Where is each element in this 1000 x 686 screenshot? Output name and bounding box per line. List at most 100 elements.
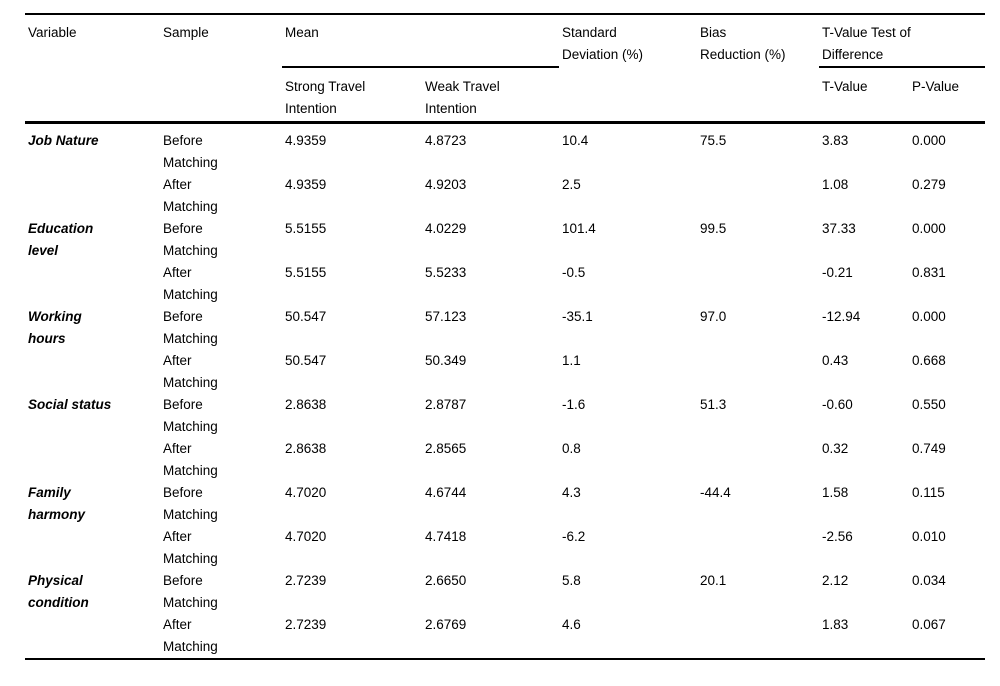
col-header-standard-deviation: Standard Deviation (%) — [559, 13, 697, 124]
cell-mean-weak: 4.0229 — [425, 220, 467, 236]
cell-standard-deviation: -35.1 — [562, 308, 593, 324]
cell-p-value: 0.000 — [912, 132, 946, 148]
cell-t-value: 1.83 — [819, 613, 909, 660]
cell-t-value: 1.08 — [822, 176, 849, 192]
cell-variable: Working hours — [28, 308, 82, 346]
table-header: Variable Sample Mean Standard Deviation … — [25, 13, 985, 124]
cell-bias-reduction — [697, 526, 819, 570]
cell-mean-strong: 4.9359 — [285, 176, 327, 192]
table-row: Physical condition Before Matching 2.723… — [25, 569, 985, 660]
col-header-mean: Mean — [282, 13, 559, 68]
cell-variable: Family harmony — [28, 484, 86, 522]
cell-mean-weak: 4.8723 — [425, 132, 467, 148]
table-row: Education level Before Matching 5.5155 4… — [25, 218, 985, 262]
cell-p-value: 0.000 — [912, 308, 946, 324]
cell-mean-weak: 2.6769 — [422, 613, 559, 660]
cell-mean-weak: 2.8565 — [425, 440, 467, 456]
cell-t-value: -2.56 — [822, 528, 853, 544]
cell-standard-deviation: 10.4 — [562, 132, 589, 148]
col-header-bias-reduction: Bias Reduction (%) — [697, 13, 819, 124]
cell-standard-deviation: -0.5 — [562, 264, 586, 280]
cell-p-value: 0.000 — [912, 220, 946, 236]
cell-variable: Job Nature — [28, 132, 99, 148]
cell-t-value: 37.33 — [822, 220, 856, 236]
cell-bias-reduction: 97.0 — [700, 308, 727, 324]
cell-mean-strong: 5.5155 — [285, 220, 327, 236]
cell-p-value: 0.749 — [912, 440, 946, 456]
cell-t-value: 2.12 — [822, 572, 849, 588]
cell-bias-reduction: -44.4 — [700, 484, 731, 500]
cell-t-value: -12.94 — [822, 308, 861, 324]
cell-standard-deviation: 2.5 — [562, 176, 581, 192]
cell-p-value: 0.115 — [912, 484, 945, 500]
cell-t-value: 3.83 — [822, 132, 849, 148]
cell-mean-strong: 2.7239 — [282, 613, 422, 660]
cell-t-value: -0.60 — [822, 396, 853, 412]
cell-standard-deviation: 4.6 — [559, 613, 697, 660]
col-subheader-p-value: P-Value — [909, 67, 985, 124]
table-row: After Matching 4.7020 4.7418 -6.2 -2.56 … — [25, 526, 985, 570]
cell-bias-reduction — [697, 438, 819, 482]
cell-sample: After Matching — [160, 613, 282, 660]
cell-sample: After Matching — [163, 352, 218, 390]
cell-t-value: 1.58 — [822, 484, 849, 500]
cell-mean-strong: 4.7020 — [285, 528, 327, 544]
table-row: After Matching 2.7239 2.6769 4.6 1.83 0.… — [25, 613, 985, 660]
cell-variable: Education level — [28, 220, 94, 258]
cell-mean-weak: 4.7418 — [425, 528, 467, 544]
cell-bias-reduction: 75.5 — [700, 132, 727, 148]
cell-variable: Social status — [28, 396, 112, 412]
col-subheader-t-value: T-Value — [819, 67, 909, 124]
cell-mean-strong: 50.547 — [285, 308, 327, 324]
cell-standard-deviation: 4.3 — [562, 484, 581, 500]
col-header-t-value-test: T-Value Test of Difference — [819, 13, 985, 68]
cell-t-value: -0.21 — [822, 264, 853, 280]
cell-mean-strong: 4.9359 — [285, 132, 327, 148]
table-row: After Matching 2.8638 2.8565 0.8 0.32 0.… — [25, 438, 985, 482]
cell-sample: After Matching — [163, 264, 218, 302]
cell-sample: After Matching — [163, 176, 218, 214]
cell-sample: Before Matching — [163, 572, 218, 610]
cell-p-value: 0.668 — [912, 352, 946, 368]
cell-sample: Before Matching — [163, 396, 218, 434]
cell-mean-strong: 50.547 — [285, 352, 327, 368]
cell-p-value: 0.831 — [912, 264, 946, 280]
table-row: Family harmony Before Matching 4.7020 4.… — [25, 482, 985, 526]
cell-mean-weak: 50.349 — [425, 352, 467, 368]
cell-p-value: 0.550 — [912, 396, 946, 412]
cell-bias-reduction — [697, 262, 819, 306]
cell-bias-reduction — [697, 613, 819, 660]
cell-mean-strong: 4.7020 — [285, 484, 327, 500]
cell-bias-reduction — [697, 174, 819, 218]
cell-mean-strong: 2.8638 — [285, 396, 327, 412]
cell-standard-deviation: -6.2 — [562, 528, 586, 544]
cell-bias-reduction: 51.3 — [700, 396, 727, 412]
cell-variable: Physical condition — [25, 569, 160, 660]
col-subheader-strong-travel-intention: Strong Travel Intention — [282, 67, 422, 124]
cell-bias-reduction: 20.1 — [700, 572, 727, 588]
cell-mean-weak: 4.6744 — [425, 484, 467, 500]
col-header-sample: Sample — [160, 13, 282, 124]
balance-test-table: Variable Sample Mean Standard Deviation … — [25, 13, 985, 660]
cell-p-value: 0.034 — [912, 572, 946, 588]
cell-mean-weak: 5.5233 — [425, 264, 467, 280]
cell-sample: Before Matching — [163, 308, 218, 346]
cell-standard-deviation: -1.6 — [562, 396, 586, 412]
cell-standard-deviation: 0.8 — [562, 440, 581, 456]
cell-mean-weak: 4.9203 — [425, 176, 467, 192]
cell-standard-deviation: 5.8 — [562, 572, 581, 588]
cell-sample: After Matching — [163, 528, 218, 566]
cell-sample: Before Matching — [163, 132, 218, 170]
cell-p-value: 0.010 — [912, 528, 946, 544]
cell-mean-strong: 5.5155 — [285, 264, 327, 280]
cell-p-value: 0.279 — [912, 176, 946, 192]
table-container: Variable Sample Mean Standard Deviation … — [25, 13, 985, 660]
cell-bias-reduction: 99.5 — [700, 220, 727, 236]
table-row: After Matching 50.547 50.349 1.1 0.43 0.… — [25, 350, 985, 394]
cell-mean-weak: 2.6650 — [425, 572, 467, 588]
table-row: After Matching 5.5155 5.5233 -0.5 -0.21 … — [25, 262, 985, 306]
cell-standard-deviation: 1.1 — [562, 352, 581, 368]
table-row: After Matching 4.9359 4.9203 2.5 1.08 0.… — [25, 174, 985, 218]
table-row: Working hours Before Matching 50.547 57.… — [25, 306, 985, 350]
cell-p-value: 0.067 — [909, 613, 985, 660]
